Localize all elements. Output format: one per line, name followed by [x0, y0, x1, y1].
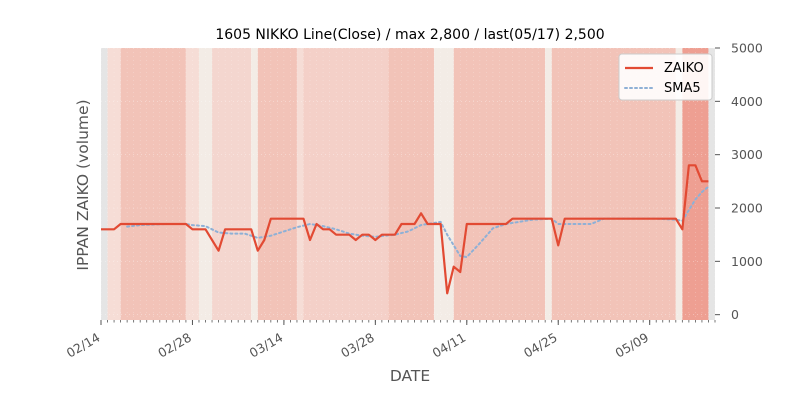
- x-axis-label: DATE: [390, 367, 430, 385]
- y-axis-label: IPPAN ZAIKO (volume): [74, 99, 92, 270]
- background-band: [675, 48, 683, 320]
- y-tick-label: 0: [731, 307, 739, 322]
- x-tick-label: 02/14: [64, 330, 103, 361]
- background-band: [388, 48, 435, 320]
- background-band: [545, 48, 552, 320]
- background-band: [120, 48, 186, 320]
- background-band: [198, 48, 213, 320]
- x-tick-label: 03/14: [247, 330, 286, 361]
- background-band: [107, 48, 121, 320]
- x-tick-label: 05/09: [612, 330, 651, 361]
- y-axis: 0 1000 2000 3000 4000 5000: [715, 41, 763, 322]
- x-axis: 02/14 02/28 03/14 03/28 04/11 04/25 05/09: [64, 320, 716, 361]
- background-band: [101, 48, 108, 320]
- y-tick-label: 5000: [731, 41, 763, 56]
- legend-label-sma5: SMA5: [664, 81, 701, 96]
- series-line-zaiko: [101, 164, 709, 295]
- background-band: [185, 48, 199, 320]
- series-lines: [101, 164, 710, 295]
- background-band: [212, 48, 252, 320]
- y-tick-label: 4000: [731, 94, 763, 109]
- y-tick-label: 3000: [731, 147, 763, 162]
- x-tick-label: 04/25: [521, 330, 560, 361]
- chart-title: 1605 NIKKO Line(Close) / max 2,800 / las…: [215, 27, 604, 43]
- background-bands: [101, 48, 715, 320]
- x-tick-label: 03/28: [338, 330, 377, 361]
- background-band: [303, 48, 389, 320]
- grid-lines: [100, 47, 716, 320]
- background-band: [257, 48, 297, 320]
- background-band: [453, 48, 546, 320]
- x-tick-label: 02/28: [155, 330, 194, 361]
- y-tick-label: 2000: [731, 201, 763, 216]
- background-band: [708, 48, 715, 320]
- background-band: [251, 48, 258, 320]
- legend: ZAIKO SMA5: [618, 53, 713, 101]
- y-tick-label: 1000: [731, 254, 763, 269]
- x-tick-label: 04/11: [430, 330, 469, 361]
- background-band: [296, 48, 304, 320]
- background-band: [434, 48, 454, 320]
- legend-label-zaiko: ZAIKO: [664, 61, 704, 76]
